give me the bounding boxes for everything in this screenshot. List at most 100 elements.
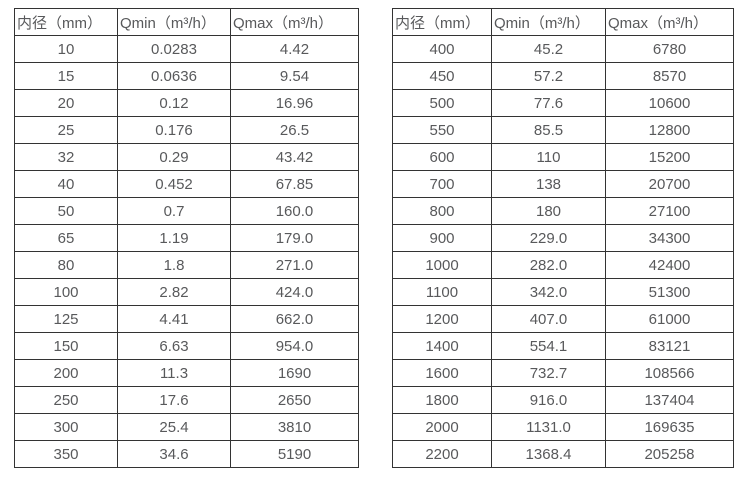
- table-row: 1400 554.1 83121: [392, 332, 734, 360]
- table-row: 40 0.452 67.85: [14, 170, 359, 198]
- table-row: 700 138 20700: [392, 170, 734, 198]
- table-row: 10 0.0283 4.42: [14, 35, 359, 63]
- table-cell: 85.5: [491, 116, 606, 144]
- table-cell: 732.7: [491, 359, 606, 387]
- table-cell: 51300: [605, 278, 734, 306]
- table-cell: 34300: [605, 224, 734, 252]
- column-header: Qmin（m³/h）: [491, 8, 606, 36]
- table-cell: 400: [392, 35, 492, 63]
- table-cell: 16.96: [230, 89, 359, 117]
- table-cell: 407.0: [491, 305, 606, 333]
- table-cell: 2.82: [117, 278, 231, 306]
- table-cell: 0.7: [117, 197, 231, 225]
- table-cell: 900: [392, 224, 492, 252]
- table-cell: 179.0: [230, 224, 359, 252]
- table-cell: 34.6: [117, 440, 231, 468]
- table-cell: 15200: [605, 143, 734, 171]
- table-cell: 150: [14, 332, 118, 360]
- table-cell: 205258: [605, 440, 734, 468]
- table-cell: 1.19: [117, 224, 231, 252]
- table-row: 32 0.29 43.42: [14, 143, 359, 171]
- table-cell: 125: [14, 305, 118, 333]
- table-cell: 20700: [605, 170, 734, 198]
- table-cell: 3810: [230, 413, 359, 441]
- table-cell: 550: [392, 116, 492, 144]
- table-cell: 1800: [392, 386, 492, 414]
- table-row: 125 4.41 662.0: [14, 305, 359, 333]
- table-cell: 12800: [605, 116, 734, 144]
- table-row: 20 0.12 16.96: [14, 89, 359, 117]
- table-row: 150 6.63 954.0: [14, 332, 359, 360]
- table-cell: 10600: [605, 89, 734, 117]
- table-row: 300 25.4 3810: [14, 413, 359, 441]
- table-cell: 1000: [392, 251, 492, 279]
- table-row: 15 0.0636 9.54: [14, 62, 359, 90]
- table-cell: 1200: [392, 305, 492, 333]
- table-cell: 1690: [230, 359, 359, 387]
- table-cell: 1368.4: [491, 440, 606, 468]
- table-cell: 1600: [392, 359, 492, 387]
- table-cell: 9.54: [230, 62, 359, 90]
- table-cell: 271.0: [230, 251, 359, 279]
- table-row: 2200 1368.4 205258: [392, 440, 734, 468]
- table-cell: 200: [14, 359, 118, 387]
- table-cell: 6.63: [117, 332, 231, 360]
- column-header: Qmin（m³/h）: [117, 8, 231, 36]
- table-cell: 1131.0: [491, 413, 606, 441]
- table-row: 550 85.5 12800: [392, 116, 734, 144]
- table-row: 1600 732.7 108566: [392, 359, 734, 387]
- table-cell: 43.42: [230, 143, 359, 171]
- table-cell: 342.0: [491, 278, 606, 306]
- table-row: 2000 1131.0 169635: [392, 413, 734, 441]
- table-cell: 300: [14, 413, 118, 441]
- table-row: 65 1.19 179.0: [14, 224, 359, 252]
- table-cell: 954.0: [230, 332, 359, 360]
- table-row: 25 0.176 26.5: [14, 116, 359, 144]
- table-cell: 2650: [230, 386, 359, 414]
- table-cell: 6780: [605, 35, 734, 63]
- table-cell: 0.452: [117, 170, 231, 198]
- table-row: 1200 407.0 61000: [392, 305, 734, 333]
- table-cell: 27100: [605, 197, 734, 225]
- table-cell: 25: [14, 116, 118, 144]
- table-row: 200 11.3 1690: [14, 359, 359, 387]
- table-row: 500 77.6 10600: [392, 89, 734, 117]
- table-cell: 4.42: [230, 35, 359, 63]
- table-cell: 67.85: [230, 170, 359, 198]
- table-cell: 800: [392, 197, 492, 225]
- table-row: 800 180 27100: [392, 197, 734, 225]
- table-cell: 108566: [605, 359, 734, 387]
- table-cell: 100: [14, 278, 118, 306]
- table-row: 1100 342.0 51300: [392, 278, 734, 306]
- table-cell: 554.1: [491, 332, 606, 360]
- table-cell: 662.0: [230, 305, 359, 333]
- table-cell: 2000: [392, 413, 492, 441]
- table-cell: 180: [491, 197, 606, 225]
- table-cell: 15: [14, 62, 118, 90]
- table-cell: 8570: [605, 62, 734, 90]
- table-cell: 4.41: [117, 305, 231, 333]
- table-row: 1000 282.0 42400: [392, 251, 734, 279]
- table-cell: 42400: [605, 251, 734, 279]
- table-row: 50 0.7 160.0: [14, 197, 359, 225]
- table-row: 250 17.6 2650: [14, 386, 359, 414]
- table-row: 450 57.2 8570: [392, 62, 734, 90]
- column-header: 内径（mm）: [392, 8, 492, 36]
- table-cell: 83121: [605, 332, 734, 360]
- table-cell: 0.0283: [117, 35, 231, 63]
- table-cell: 169635: [605, 413, 734, 441]
- table-row: 1800 916.0 137404: [392, 386, 734, 414]
- table-cell: 229.0: [491, 224, 606, 252]
- table-cell: 600: [392, 143, 492, 171]
- flow-table-large-diameter: 内径（mm） Qmin（m³/h） Qmax（m³/h） 400 45.2 6780 45…: [392, 8, 734, 468]
- table-cell: 32: [14, 143, 118, 171]
- table-cell: 2200: [392, 440, 492, 468]
- header-row: 内径（mm） Qmin（m³/h） Qmax（m³/h）: [14, 8, 359, 36]
- header-row: 内径（mm） Qmin（m³/h） Qmax（m³/h）: [392, 8, 734, 36]
- table-cell: 282.0: [491, 251, 606, 279]
- table-cell: 1400: [392, 332, 492, 360]
- table-row: 80 1.8 271.0: [14, 251, 359, 279]
- table-cell: 450: [392, 62, 492, 90]
- table-cell: 110: [491, 143, 606, 171]
- table-cell: 160.0: [230, 197, 359, 225]
